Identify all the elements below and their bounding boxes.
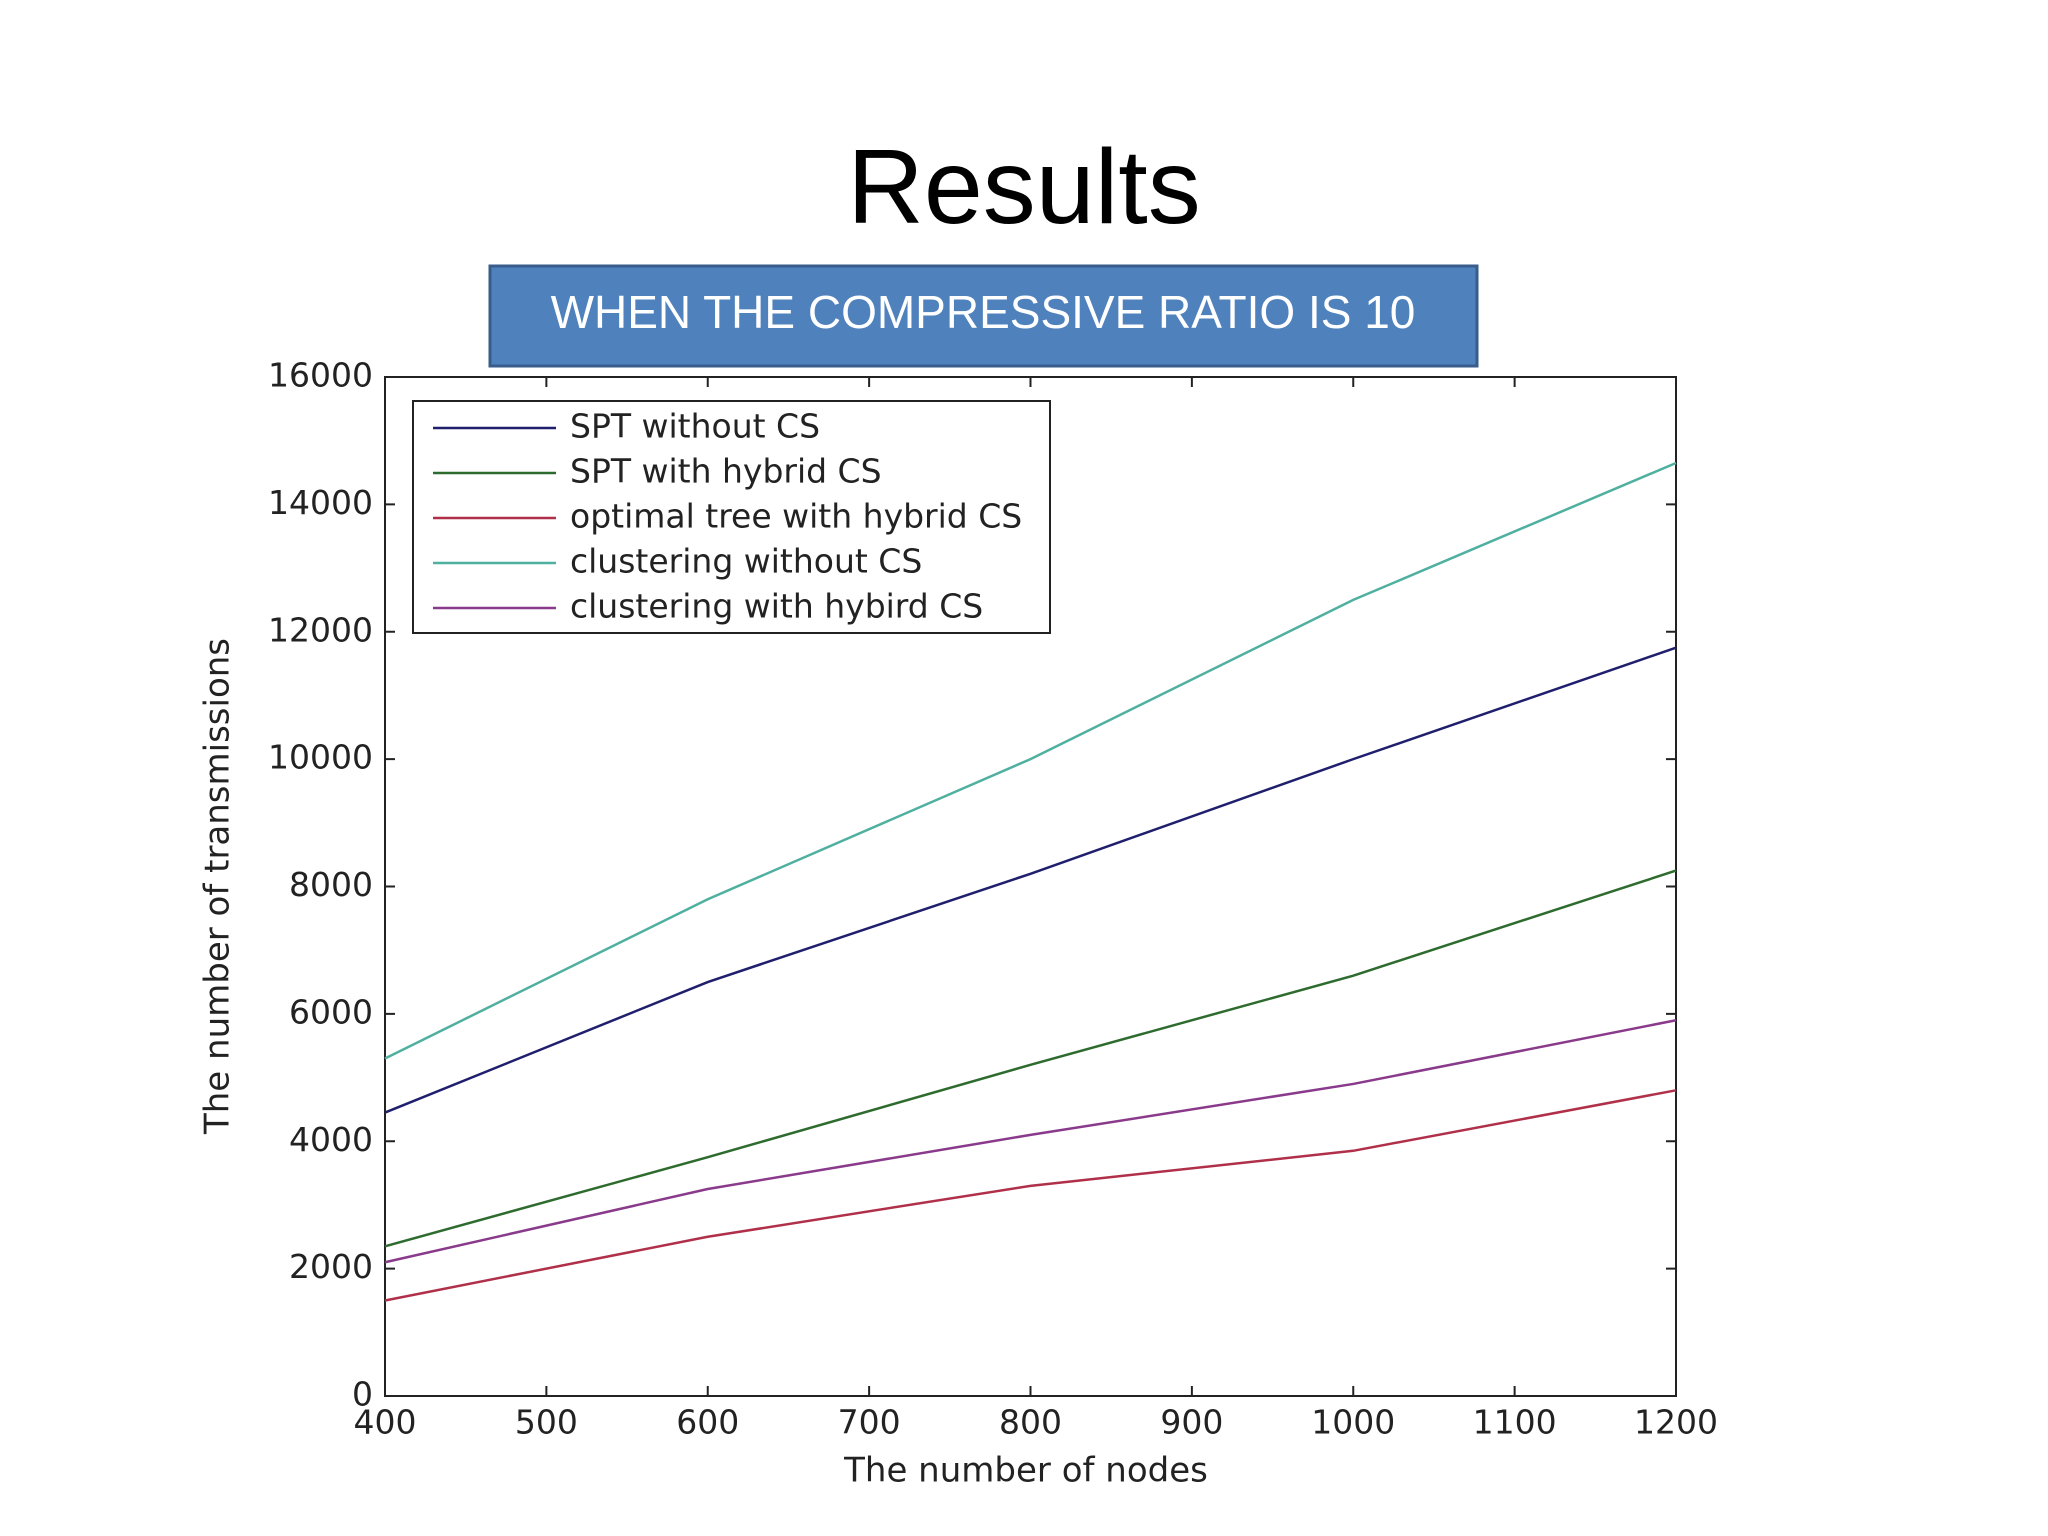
series-line bbox=[384, 1089, 1677, 1302]
y-tick-label: 12000 bbox=[268, 610, 373, 649]
x-tick-label: 1000 bbox=[1311, 1403, 1395, 1442]
y-axis-label: The number of transmissions bbox=[198, 638, 238, 1135]
y-tick-label: 14000 bbox=[268, 483, 373, 522]
y-tick-label: 8000 bbox=[289, 865, 373, 904]
legend-label: clustering with hybird CS bbox=[570, 587, 983, 626]
legend-label: SPT with hybrid CS bbox=[570, 452, 882, 491]
legend-label: SPT without CS bbox=[570, 407, 820, 446]
x-axis-label: The number of nodes bbox=[843, 1451, 1208, 1491]
x-tick-label: 800 bbox=[999, 1403, 1062, 1442]
y-tick-label: 6000 bbox=[289, 992, 373, 1031]
x-tick-label: 700 bbox=[838, 1403, 901, 1442]
x-tick-label: 400 bbox=[354, 1403, 417, 1442]
y-tick-label: 0 bbox=[352, 1375, 373, 1414]
x-tick-label: 1100 bbox=[1473, 1403, 1557, 1442]
series-line bbox=[384, 1019, 1677, 1264]
y-tick-label: 4000 bbox=[289, 1120, 373, 1159]
y-tick-label: 10000 bbox=[268, 738, 373, 777]
slide-title: Results bbox=[847, 128, 1200, 246]
series-line bbox=[384, 461, 1677, 1060]
banner-text: WHEN THE COMPRESSIVE RATIO IS 10 bbox=[551, 286, 1416, 338]
banner bbox=[488, 264, 1479, 368]
legend-label: clustering without CS bbox=[570, 542, 922, 581]
x-tick-label: 1200 bbox=[1634, 1403, 1718, 1442]
y-tick-label: 2000 bbox=[289, 1247, 373, 1286]
x-tick-label: 900 bbox=[1160, 1403, 1223, 1442]
x-tick-label: 500 bbox=[515, 1403, 578, 1442]
legend-label: optimal tree with hybrid CS bbox=[570, 497, 1022, 536]
series-line bbox=[384, 646, 1677, 1114]
y-tick-label: 16000 bbox=[268, 356, 373, 395]
series-line bbox=[384, 869, 1677, 1248]
x-tick-label: 600 bbox=[676, 1403, 739, 1442]
